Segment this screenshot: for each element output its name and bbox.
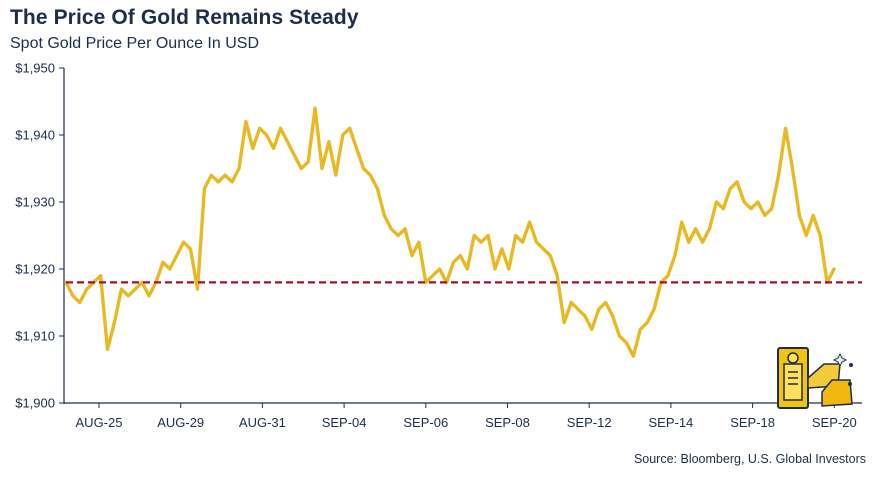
- y-tick-label: $1,930: [15, 195, 55, 210]
- axes: [63, 68, 862, 404]
- x-tick-label: AUG-29: [157, 415, 204, 430]
- x-tick-label: SEP-18: [730, 415, 775, 430]
- x-axis-ticks: AUG-25 AUG-29 AUG-31 SEP-04 SEP-06 SEP-08 SEP-…: [76, 403, 857, 430]
- y-tick-label: $1,910: [15, 329, 55, 344]
- y-axis-ticks: $1,900 $1,910 $1,920 $1,930 $1,940 $1,950: [15, 61, 64, 411]
- y-tick-label: $1,920: [15, 262, 55, 277]
- gold-price-series-line: [64, 106, 836, 358]
- x-tick-label: SEP-20: [812, 415, 857, 430]
- x-tick-label: SEP-14: [648, 415, 693, 430]
- x-tick-label: AUG-31: [239, 415, 286, 430]
- chart-subtitle: Spot Gold Price Per Ounce In USD: [10, 35, 259, 52]
- chart-title: The Price Of Gold Remains Steady: [10, 6, 359, 29]
- series-layer: [64, 106, 836, 358]
- y-tick-label: $1,900: [15, 396, 55, 411]
- y-tick-label: $1,940: [15, 128, 55, 143]
- source-note: Source: Bloomberg, U.S. Global Investors: [633, 452, 866, 466]
- x-tick-label: SEP-04: [322, 415, 367, 430]
- x-tick-label: SEP-08: [485, 415, 530, 430]
- y-tick-label: $1,950: [15, 61, 55, 76]
- x-tick-label: SEP-06: [403, 415, 448, 430]
- gold-bars-icon: [777, 347, 853, 409]
- x-tick-label: AUG-25: [76, 415, 123, 430]
- x-tick-label: SEP-12: [567, 415, 612, 430]
